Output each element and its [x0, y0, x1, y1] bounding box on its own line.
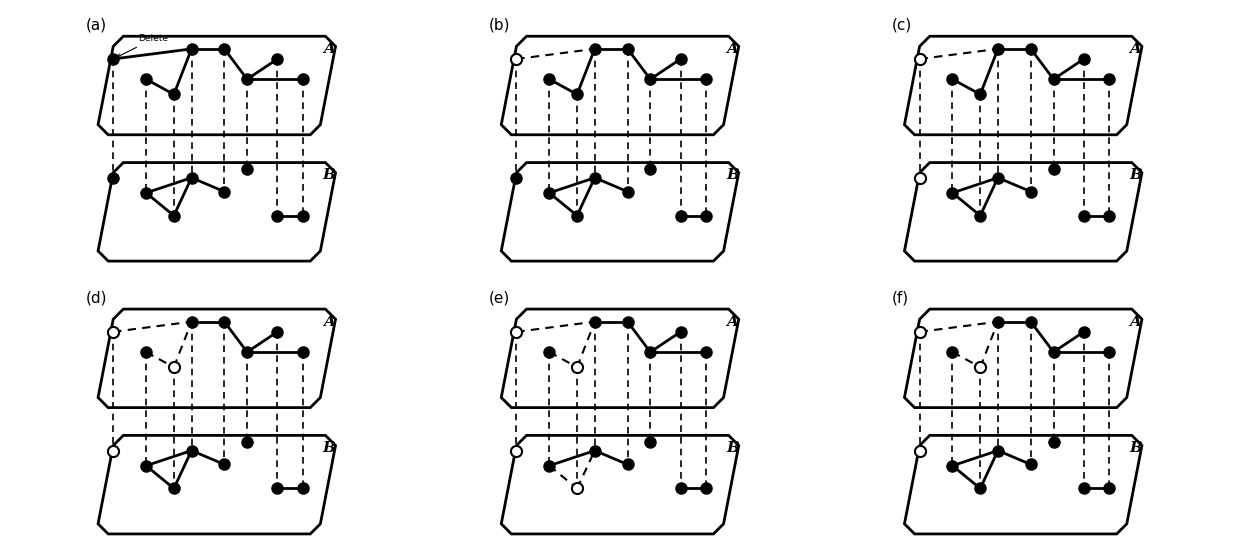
Text: (b): (b)	[489, 17, 510, 32]
Text: A: A	[324, 315, 335, 329]
PathPatch shape	[904, 36, 1142, 135]
Text: Delete: Delete	[117, 34, 169, 57]
Text: B: B	[1130, 168, 1142, 182]
PathPatch shape	[904, 309, 1142, 408]
PathPatch shape	[98, 163, 336, 261]
Text: (f): (f)	[892, 290, 909, 305]
Text: A: A	[324, 42, 335, 56]
PathPatch shape	[98, 435, 336, 534]
Text: A: A	[727, 315, 738, 329]
PathPatch shape	[98, 309, 336, 408]
PathPatch shape	[904, 435, 1142, 534]
Text: B: B	[1130, 441, 1142, 455]
Text: (a): (a)	[86, 17, 107, 32]
Text: (e): (e)	[489, 290, 510, 305]
Text: A: A	[1130, 315, 1142, 329]
Text: A: A	[727, 42, 738, 56]
PathPatch shape	[501, 163, 739, 261]
Text: B: B	[322, 168, 336, 182]
PathPatch shape	[98, 36, 336, 135]
PathPatch shape	[501, 435, 739, 534]
PathPatch shape	[501, 309, 739, 408]
PathPatch shape	[501, 36, 739, 135]
Text: A: A	[1130, 42, 1142, 56]
Text: (d): (d)	[86, 290, 107, 305]
Text: B: B	[322, 441, 336, 455]
Text: B: B	[725, 441, 739, 455]
Text: B: B	[725, 168, 739, 182]
Text: (c): (c)	[892, 17, 913, 32]
PathPatch shape	[904, 163, 1142, 261]
